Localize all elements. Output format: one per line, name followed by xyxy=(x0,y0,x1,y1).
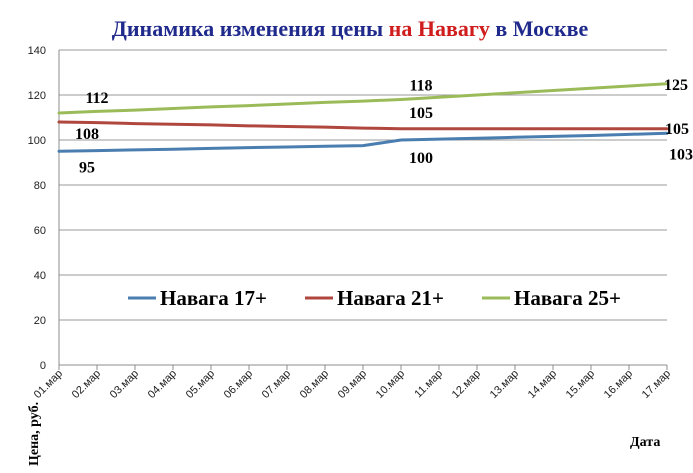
x-tick-label: 11.мар xyxy=(412,368,445,401)
data-label: 105 xyxy=(409,105,433,122)
x-tick-label: 09.мар xyxy=(336,368,369,401)
y-tick-label: 0 xyxy=(40,360,46,372)
series-line-1 xyxy=(57,131,669,153)
x-tick-label: 04.мар xyxy=(146,368,179,401)
y-tick-label: 140 xyxy=(28,45,46,57)
y-tick-label: 20 xyxy=(34,315,46,327)
chart-title: Динамика изменения цены на Навагу в Моск… xyxy=(112,16,589,41)
x-tick-label: 14.мар xyxy=(526,368,559,401)
y-tick-label: 80 xyxy=(34,180,46,192)
x-tick-label: 13.мар xyxy=(488,368,521,401)
y-tick-label: 60 xyxy=(34,225,46,237)
axes: 0 20 40 60 80 100 120 140 01.мар 02.мар 03.мар 04.м… xyxy=(28,45,673,401)
x-tick-label: 02.мар xyxy=(70,368,103,401)
series-lines xyxy=(57,82,669,153)
legend-label: Навага 25+ xyxy=(514,286,621,310)
x-tick-label: 12.мар xyxy=(450,368,483,401)
data-label: 112 xyxy=(85,90,108,107)
grid xyxy=(59,49,667,321)
legend-label: Навага 21+ xyxy=(337,286,444,310)
data-label: 103 xyxy=(669,146,693,163)
chart-title-part: в Москве xyxy=(490,16,589,41)
x-tick-label: 03.мар xyxy=(108,368,141,401)
y-tick-label: 120 xyxy=(28,90,46,102)
x-tick-label: 01.мар xyxy=(32,368,65,401)
data-label: 108 xyxy=(75,126,99,143)
y-tick-label: 100 xyxy=(28,135,46,147)
y-axis-title: Цена, руб. xyxy=(27,402,42,466)
x-axis-title: Дата xyxy=(630,435,660,450)
x-tick-label: 16.мар xyxy=(602,368,635,401)
y-tick-label: 40 xyxy=(34,270,46,282)
legend: Навага 17+ Навага 21+ Навага 25+ xyxy=(128,286,621,310)
x-tick-label: 10.мар xyxy=(374,368,407,401)
x-tick-label: 05.мар xyxy=(184,368,217,401)
series-line-2 xyxy=(57,120,669,131)
legend-label: Навага 17+ xyxy=(160,286,267,310)
x-tick-label: 08.мар xyxy=(298,368,331,401)
chart-title-part: на Навагу xyxy=(389,16,490,41)
series-line-3 xyxy=(57,82,669,115)
data-label: 105 xyxy=(665,121,689,138)
chart-title-part: Динамика изменения цены xyxy=(112,16,389,41)
data-label: 125 xyxy=(664,77,688,94)
x-tick-label: 06.мар xyxy=(222,368,255,401)
data-labels: 95 100 103 108 105 105 112 118 125 xyxy=(75,77,693,177)
x-tick-label: 17.мар xyxy=(640,368,673,401)
data-label: 100 xyxy=(409,150,433,167)
x-tick-label: 15.мар xyxy=(564,368,597,401)
x-tick-label: 07.мар xyxy=(260,368,293,401)
data-label: 118 xyxy=(409,78,432,95)
data-label: 95 xyxy=(79,159,95,176)
